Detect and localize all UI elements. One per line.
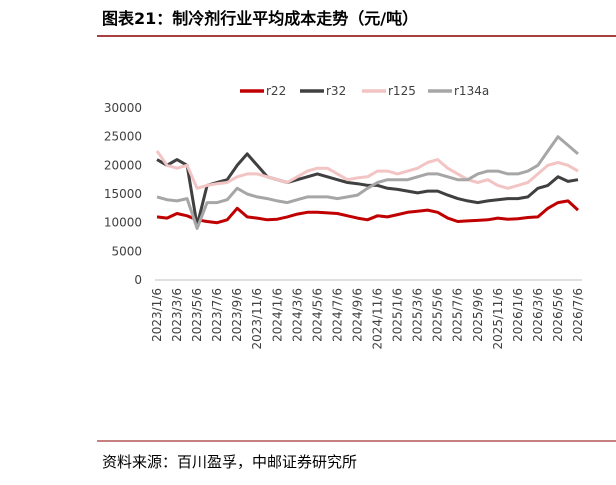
- x-tick-label: 2023/9/6: [230, 288, 244, 342]
- x-tick-label: 2026/1/6: [511, 288, 525, 342]
- x-tick-label: 2025/3/6: [411, 288, 425, 342]
- y-tick-label: 10000: [104, 216, 142, 230]
- y-tick-label: 0: [134, 273, 142, 287]
- x-tick-label: 2025/1/6: [391, 288, 405, 342]
- x-tick-label: 2024/11/6: [371, 288, 385, 350]
- source: 资料来源：百川盈孚，中邮证券研究所: [102, 453, 357, 471]
- legend-label: r125: [388, 84, 416, 98]
- x-tick-label: 2024/5/6: [310, 288, 324, 342]
- series-line: [155, 150, 579, 190]
- series-line: [156, 199, 580, 225]
- legend-label: r32: [326, 84, 346, 98]
- x-tick-label: 2026/3/6: [531, 288, 545, 342]
- x-tick-label: 2025/9/6: [471, 288, 485, 342]
- legend-label: r22: [266, 84, 286, 98]
- x-tick-label: 2024/9/6: [350, 288, 364, 342]
- x-tick-label: 2024/1/6: [270, 288, 284, 342]
- x-tick-label: 2026/5/6: [551, 288, 565, 342]
- y-tick-label: 25000: [104, 130, 142, 144]
- x-tick-label: 2025/7/6: [451, 288, 465, 342]
- x-tick-label: 2024/3/6: [290, 288, 304, 342]
- chart-title: 图表21：制冷剂行业平均成本走势（元/吨）: [102, 9, 418, 28]
- y-tick-label: 15000: [104, 187, 142, 201]
- y-tick-label: 5000: [111, 244, 142, 258]
- x-tick-label: 2023/7/6: [210, 288, 224, 342]
- x-tick-label: 2023/1/6: [150, 288, 164, 342]
- series-line: [156, 135, 579, 230]
- series-line: [156, 152, 579, 227]
- x-tick-label: 2023/11/6: [250, 288, 264, 350]
- legend-label: r134a: [454, 84, 489, 98]
- y-tick-label: 20000: [104, 158, 142, 172]
- y-tick-label: 30000: [104, 101, 142, 115]
- x-tick-label: 2025/11/6: [491, 288, 505, 350]
- x-tick-label: 2023/3/6: [170, 288, 184, 342]
- x-tick-label: 2026/7/6: [571, 288, 585, 342]
- x-tick-label: 2024/7/6: [330, 288, 344, 342]
- x-tick-label: 2023/5/6: [190, 288, 204, 342]
- x-tick-label: 2025/5/6: [431, 288, 445, 342]
